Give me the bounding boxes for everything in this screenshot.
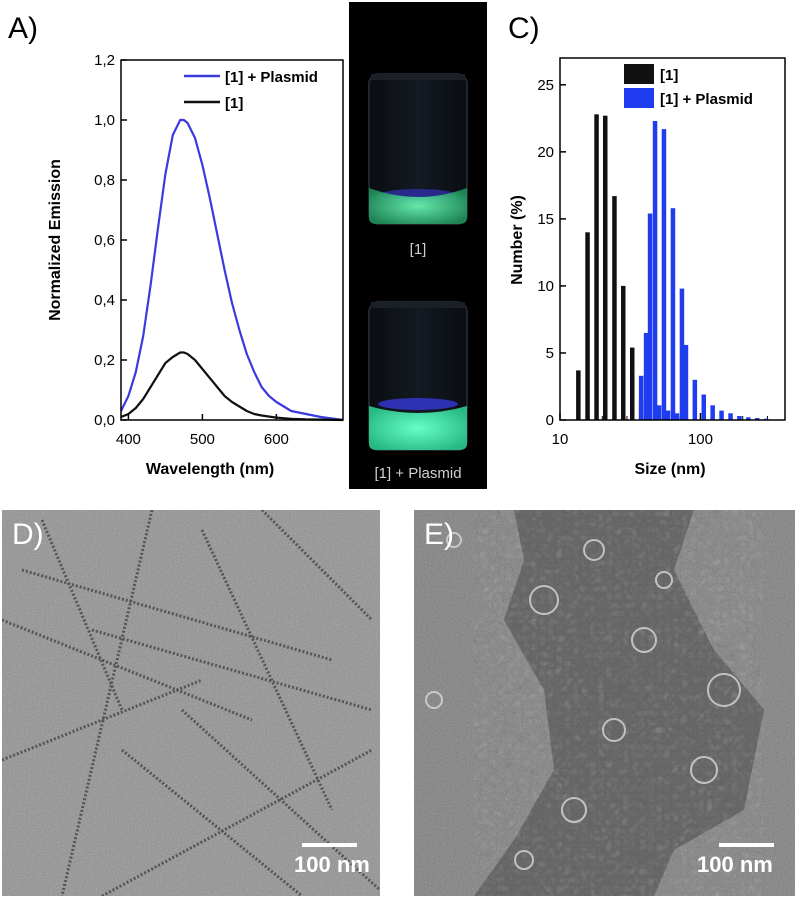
c-bar-series-1	[643, 332, 649, 420]
c-bar-series-0	[576, 370, 581, 420]
a-x-axis-label: Wavelength (nm)	[146, 461, 274, 478]
scale-bar-d	[302, 843, 357, 847]
a-y-axis-label: Normalized Emission	[47, 159, 64, 321]
c-y-tick-label: 5	[546, 345, 554, 362]
vial-top-glow	[369, 188, 467, 224]
vial-bottom-label: [1] + Plasmid	[374, 465, 461, 482]
fibers	[2, 510, 380, 896]
emission-chart: 400 500 600 0,0 0,2 0,4 0,6 0,8 1,0 1,2 Wavelengt…	[47, 52, 344, 478]
vial-bottom-cap-rim	[371, 302, 465, 308]
c-legend: [1] [1] + Plasmid	[624, 64, 753, 108]
c-bar-series-1	[638, 375, 644, 420]
c-bar-series-1	[670, 208, 676, 420]
c-legend-swatch-plasmid	[624, 88, 654, 108]
a-y-tick-label: 0,4	[94, 292, 115, 309]
a-legend-label-1: [1]	[225, 95, 243, 112]
c-bar-series-1	[710, 405, 715, 420]
panel-a-letter: A)	[8, 12, 38, 45]
c-bar-series-0	[585, 232, 590, 420]
a-plot-frame	[120, 59, 344, 421]
tem-image-e-drawing	[414, 510, 795, 896]
c-x-tick-label: 100	[688, 431, 713, 448]
c-bar-series-1	[647, 213, 653, 420]
c-bar-series-0	[603, 115, 608, 420]
c-bar-series-0	[621, 285, 626, 420]
c-plot-frame	[559, 57, 786, 421]
size-distribution-chart: 10 100 0 5 10 15 20 25 Size (nm) Number (%) [1]…	[509, 57, 786, 478]
a-x-tick-label: 600	[264, 431, 289, 448]
c-bar-series-1	[701, 394, 706, 420]
c-y-axis-label: Number (%)	[509, 195, 526, 285]
c-bar-series-1	[656, 405, 662, 420]
c-bar-series-1	[746, 417, 751, 420]
c-x-tick-label: 10	[552, 431, 569, 448]
vial-bottom-glow	[369, 406, 467, 450]
vial-top-cap-rim	[371, 74, 465, 80]
c-y-tick-label: 15	[537, 211, 554, 228]
tem-image-d: 100 nm	[2, 510, 380, 896]
c-bar-series-1	[665, 410, 671, 420]
c-bar-series-0	[594, 114, 599, 421]
c-legend-swatch-1	[624, 64, 654, 84]
c-bar-series-0	[612, 196, 617, 420]
vesicles	[425, 532, 741, 870]
panel-d-letter: D)	[12, 518, 44, 551]
panel-c-letter: C)	[508, 12, 540, 45]
a-x-tick-label: 400	[116, 431, 141, 448]
c-legend-label-1: [1]	[660, 67, 678, 84]
c-bar-series-1	[737, 416, 742, 420]
vial-bottom-blue-tint	[378, 398, 458, 410]
c-bar-series-1	[674, 413, 680, 420]
vial-top-label: [1]	[410, 241, 427, 258]
a-y-tick-label: 0,0	[94, 412, 115, 429]
c-bar-series-1	[755, 418, 760, 420]
a-y-tick-label: 0,6	[94, 232, 115, 249]
c-y-tick-label: 20	[537, 144, 554, 161]
c-legend-label-plasmid: [1] + Plasmid	[660, 91, 753, 108]
tem-image-e: 100 nm	[414, 510, 795, 896]
c-bar-series-1	[661, 129, 667, 420]
a-series-line-1	[120, 351, 344, 422]
c-bar-series-1	[719, 410, 724, 420]
scale-label-d: 100 nm	[294, 852, 370, 877]
a-y-tick-label: 1,2	[94, 52, 115, 69]
tem-image-d-drawing	[2, 510, 380, 896]
a-legend-label-plasmid: [1] + Plasmid	[225, 69, 318, 86]
c-bar-series-1	[692, 379, 698, 420]
vial-photo: [1] [1] + Plasmid	[349, 2, 487, 489]
c-bar-series-1	[683, 344, 689, 420]
a-x-tick-label: 500	[190, 431, 215, 448]
a-y-tick-label: 1,0	[94, 112, 115, 129]
a-series-line-0	[120, 118, 344, 422]
c-bar-series-1	[679, 288, 685, 420]
a-y-tick-label: 0,8	[94, 172, 115, 189]
scale-bar-e	[719, 843, 774, 847]
panel-e-letter: E)	[424, 518, 454, 551]
c-y-tick-label: 0	[546, 412, 554, 429]
a-legend: [1] + Plasmid [1]	[184, 69, 318, 112]
c-x-axis-label: Size (nm)	[634, 461, 705, 478]
c-y-tick-label: 25	[537, 77, 554, 94]
c-bar-series-0	[630, 347, 635, 420]
scale-label-e: 100 nm	[697, 852, 773, 877]
c-bar-series-1	[728, 413, 733, 420]
vial-photo-drawing: [1] [1] + Plasmid	[368, 73, 468, 482]
c-y-tick-label: 10	[537, 278, 554, 295]
c-bar-series-1	[652, 121, 658, 420]
a-y-tick-label: 0,2	[94, 352, 115, 369]
